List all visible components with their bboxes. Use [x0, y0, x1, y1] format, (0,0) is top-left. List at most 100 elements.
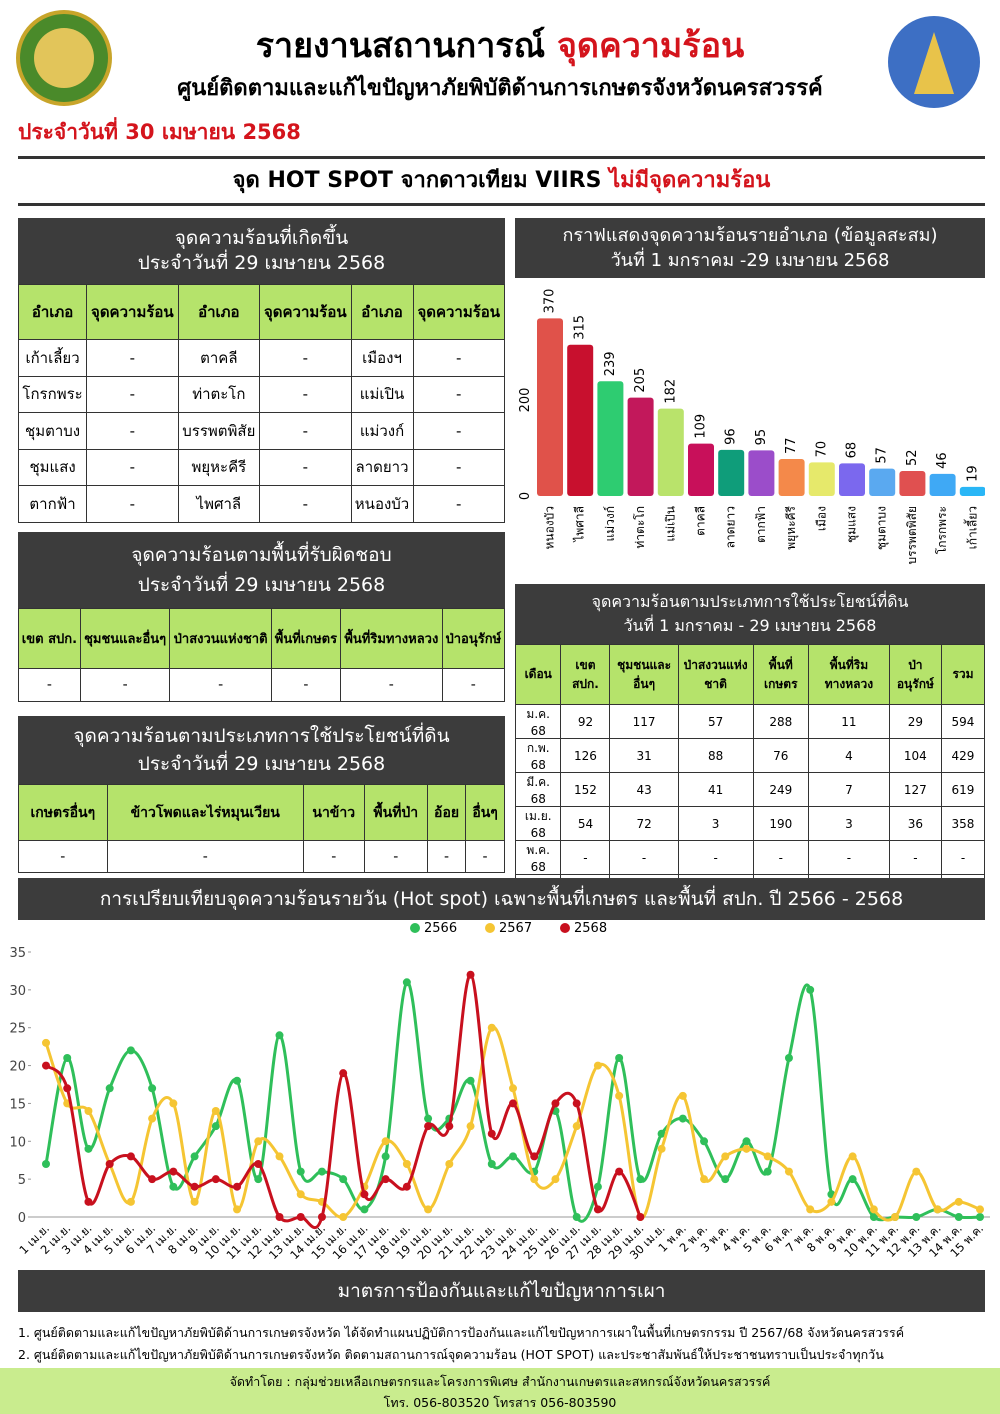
footer: จัดทำโดย : กลุ่มช่วยเหลือเกษตรกรและโครงก…	[0, 1368, 1000, 1414]
cell: 190	[752, 806, 810, 841]
cell: 127	[888, 772, 942, 807]
point	[615, 1054, 624, 1062]
cell: 4	[808, 738, 890, 773]
point	[954, 1213, 963, 1221]
point	[678, 1091, 687, 1100]
point	[84, 1107, 93, 1115]
y-tick-label: 10	[9, 1135, 26, 1150]
x-tick-label: เก้าเลี้ยว	[963, 506, 979, 549]
cell: 249	[752, 772, 810, 807]
point	[678, 1114, 687, 1123]
cell: 429	[940, 738, 986, 773]
point	[275, 1152, 284, 1161]
measure-item: 2. ศูนย์ติดตามและแก้ไขปัญหาภัยพิบัติด้าน…	[18, 1347, 884, 1362]
cell: -	[412, 375, 506, 413]
cell: -	[86, 448, 179, 486]
point	[169, 1182, 178, 1191]
header-row: เขต สปก. ชุมชนและอื่นๆ ป่าสงวนแห่งชาติ พื้น…	[18, 608, 506, 669]
chart-title-line: วันที่ 1 มกราคม -29 เมษายน 2568	[610, 250, 890, 271]
point	[211, 1175, 220, 1184]
cell: 31	[609, 738, 679, 773]
table-title-line: วันที่ 1 มกราคม - 29 เมษายน 2568	[623, 616, 877, 635]
point	[954, 1197, 963, 1206]
legend-label: 2567	[499, 921, 532, 936]
table-title-line: จุดความร้อนที่เกิดขึ้น	[174, 227, 349, 249]
point	[254, 1137, 263, 1146]
row: ก.พ. 68 126 31 88 76 4 104 429	[514, 738, 986, 773]
point	[169, 1099, 178, 1108]
point	[657, 1144, 666, 1153]
point	[148, 1175, 157, 1184]
cell: -	[752, 840, 810, 875]
point	[254, 1160, 263, 1168]
cell: 104	[888, 738, 942, 773]
row: มี.ค. 68 152 43 41 249 7 127 619	[514, 772, 986, 807]
point	[233, 1076, 242, 1085]
point	[487, 1160, 496, 1168]
point	[233, 1205, 242, 1214]
banner: จุด HOT SPOT จากดาวเทียม VIIRS ไม่มีจุดค…	[18, 156, 985, 206]
bar	[899, 471, 926, 496]
point	[84, 1197, 93, 1206]
measures-title: มาตรการป้องกันและแก้ไขปัญหาการเผา	[18, 1270, 985, 1312]
point	[317, 1213, 326, 1221]
y-tick-label: 200	[518, 388, 533, 413]
y-tick-label: 0	[518, 492, 533, 500]
header-cell: ป่าสงวนแห่งชาติ	[677, 644, 754, 705]
point	[572, 1213, 581, 1221]
legend-label: 2568	[574, 921, 607, 936]
cell: -	[465, 840, 505, 873]
bar	[657, 408, 684, 496]
header-cell: ชุมชนและอื่นๆ	[79, 608, 171, 669]
daily-table: จุดความร้อนที่เกิดขึ้น ประจำวันที่ 29 เมษ…	[17, 218, 506, 523]
point	[360, 1190, 369, 1199]
measure-item: 1. ศูนย์ติดตามและแก้ไขปัญหาภัยพิบัติด้าน…	[18, 1325, 905, 1340]
point	[615, 1167, 624, 1176]
cell: 594	[940, 704, 986, 739]
province-logo	[888, 16, 980, 108]
x-tick-label: แม่วงก์	[603, 506, 617, 542]
monthly-table: จุดความร้อนตามประเภทการใช้ประโยชน์ที่ดิน…	[514, 584, 986, 903]
bar	[929, 473, 956, 496]
row: เก้าเลี้ยว - ตาคลี - เมืองฯ -	[17, 339, 506, 377]
cell: ม.ค. 68	[514, 704, 562, 739]
header-cell: จุดความร้อน	[86, 284, 179, 340]
point	[806, 1205, 815, 1214]
table-title-line: ประจำวันที่ 29 เมษายน 2568	[137, 574, 386, 596]
point	[572, 1099, 581, 1108]
value-label: 95	[754, 429, 769, 446]
line-series	[44, 1025, 981, 1222]
point	[339, 1175, 348, 1184]
point	[126, 1046, 135, 1055]
point	[126, 1152, 135, 1161]
cell: เมืองฯ	[350, 339, 414, 377]
row: โกรกพระ - ท่าตะโก - แม่เปิน -	[17, 375, 506, 413]
y-tick-label: 5	[18, 1173, 26, 1188]
point	[126, 1197, 135, 1206]
cell: 41	[677, 772, 754, 807]
cell: -	[340, 668, 443, 702]
x-tick-label: ชุมแสง	[845, 506, 860, 543]
point	[296, 1167, 305, 1176]
cell: 117	[609, 704, 679, 739]
header-cell: เดือน	[514, 644, 562, 705]
header-row: เดือน เขต สปก. ชุมชนและอื่นๆ ป่าสงวนแห่งชาต…	[514, 644, 986, 705]
row: เม.ย. 68 54 72 3 190 3 36 358	[514, 806, 986, 841]
cell: 152	[560, 772, 611, 807]
cell: -	[259, 448, 352, 486]
point	[42, 1160, 50, 1168]
cell: ตาคลี	[177, 339, 261, 377]
cell: -	[18, 840, 108, 873]
cell: 57	[677, 704, 754, 739]
cell: -	[106, 840, 304, 873]
point	[424, 1114, 433, 1123]
point	[296, 1190, 305, 1199]
header-cell: จุดความร้อน	[259, 284, 352, 340]
point	[551, 1099, 560, 1108]
cell: -	[412, 448, 506, 486]
cell: -	[259, 375, 352, 413]
value-label: 52	[905, 449, 920, 466]
point	[296, 1213, 305, 1221]
point	[190, 1182, 199, 1191]
